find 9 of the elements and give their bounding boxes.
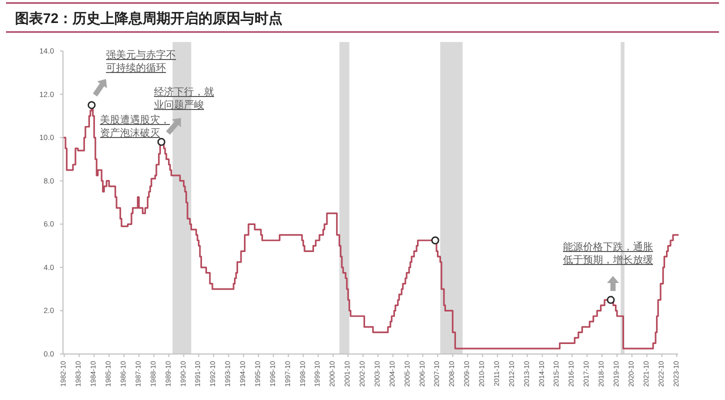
point xyxy=(606,296,615,304)
point xyxy=(88,101,96,110)
annotation: 经济下行，就业问题严峻 xyxy=(154,86,214,111)
chart-title: 图表72：历史上降息周期开启的原因与时点 xyxy=(15,10,283,26)
annotation: 美股遭遇股灾，资产泡沫破灭 xyxy=(100,114,170,139)
annotation: 能源价格下跌，通胀低于预期，增长放缓 xyxy=(563,241,653,266)
point xyxy=(431,236,440,244)
annotation: 强美元与赤字不可持续的循环 xyxy=(106,49,176,74)
point xyxy=(157,138,166,146)
